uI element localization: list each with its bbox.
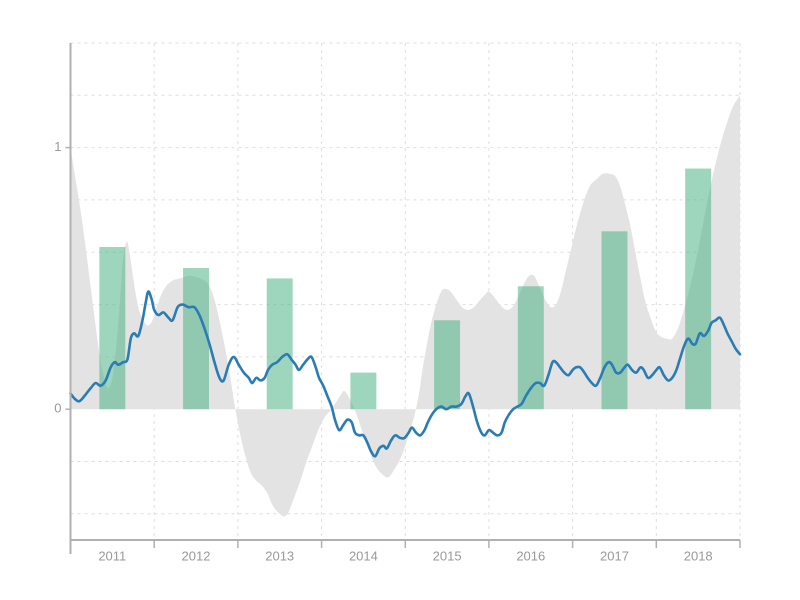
- bar-2016: [517, 286, 544, 410]
- x-tick-label: 2018: [684, 548, 713, 563]
- bar-2017: [601, 231, 628, 410]
- gray-area-path: [70, 95, 740, 517]
- bar-series: [99, 168, 712, 410]
- x-tick-label: 2011: [98, 548, 126, 563]
- bar-2013: [266, 278, 293, 410]
- bar-2012: [183, 267, 209, 410]
- x-tick-label: 2017: [600, 548, 629, 563]
- gridlines: [70, 42, 741, 540]
- x-tick-label: 2012: [182, 548, 211, 563]
- y-tick-label: 1: [54, 139, 61, 154]
- blue-line-path: [69, 290, 742, 458]
- bar-2015: [434, 320, 461, 410]
- x-axis-labels: 2011 2012 2013 2014 2015 2016 2017 2018: [98, 548, 712, 563]
- x-tick-label: 2014: [349, 548, 378, 563]
- y-tick-label: 0: [54, 401, 61, 416]
- bar-2014: [350, 372, 377, 410]
- y-axis-labels: 01: [54, 139, 61, 416]
- x-tick-label: 2015: [433, 548, 462, 563]
- line-series: [69, 290, 742, 458]
- x-tick-label: 2013: [265, 548, 294, 563]
- area-series: [70, 95, 740, 517]
- x-tick-label: 2016: [516, 548, 545, 563]
- axes: [65, 43, 741, 554]
- bar-2018: [685, 168, 712, 410]
